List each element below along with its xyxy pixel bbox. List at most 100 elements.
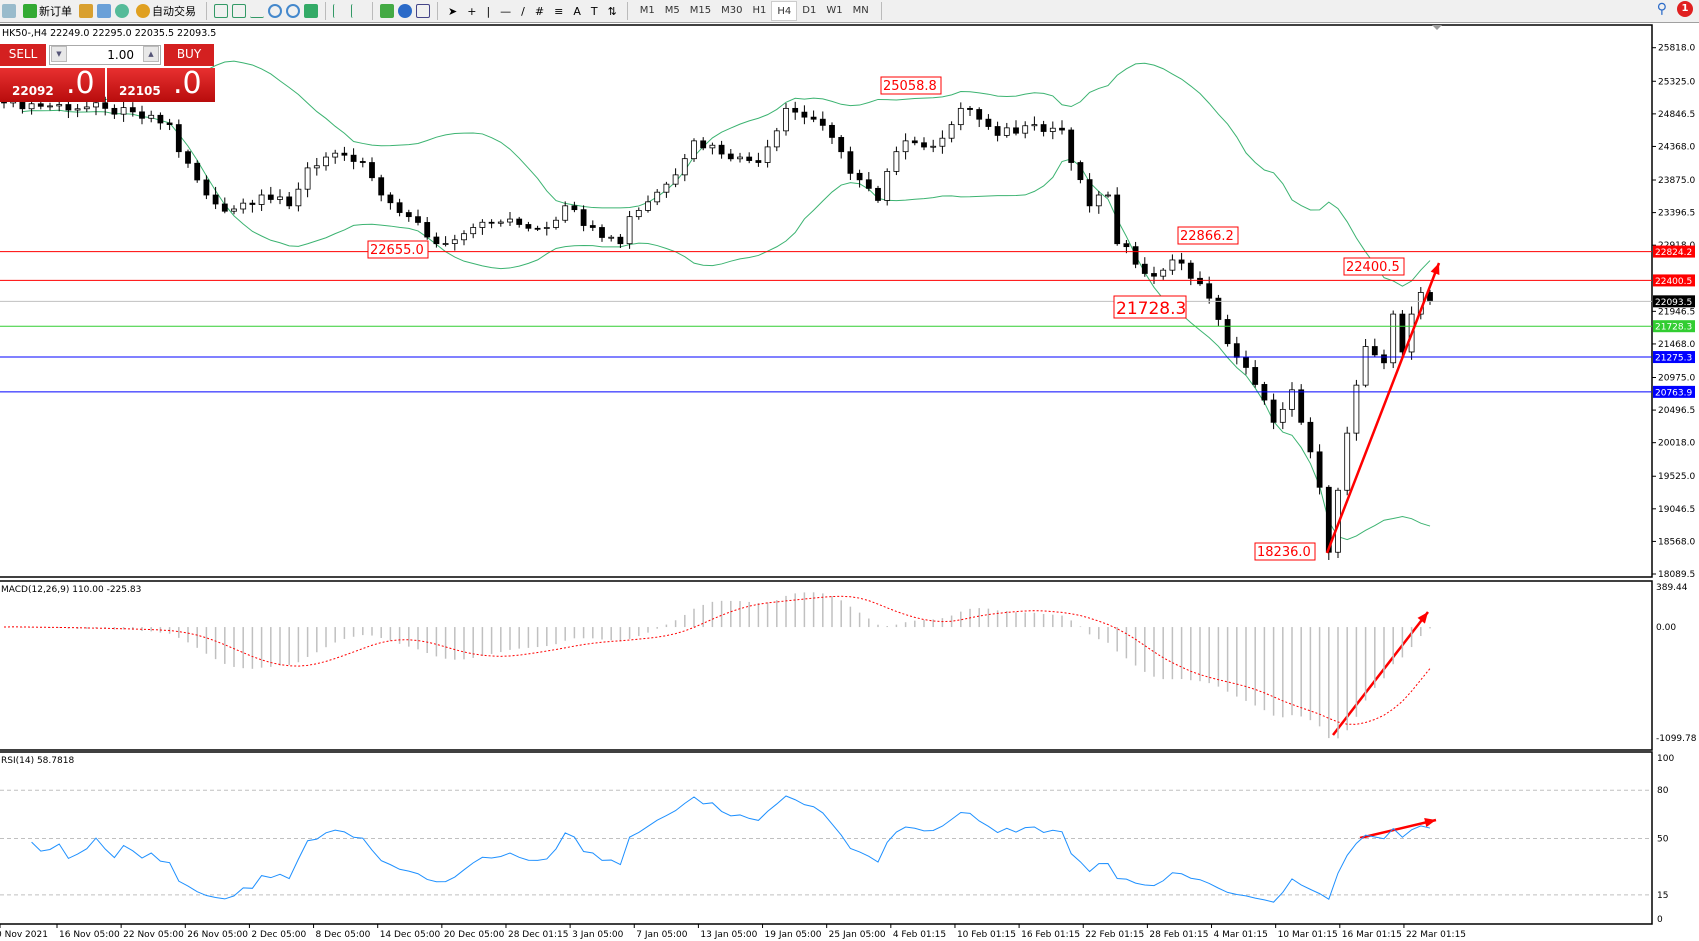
- timeframe-w1[interactable]: W1: [826, 5, 843, 16]
- auto-scroll-icon[interactable]: [333, 4, 347, 18]
- arrows-icon[interactable]: ⇅: [607, 4, 617, 18]
- bollinger-upper-band: [22, 60, 1431, 287]
- timeframe-h4[interactable]: H4: [771, 1, 798, 21]
- price-tick-label: 25818.0: [1658, 44, 1695, 54]
- candle: [709, 142, 716, 155]
- new-order-button[interactable]: 新订单: [20, 1, 75, 21]
- bar-chart-icon[interactable]: [214, 4, 228, 18]
- candlestick-icon[interactable]: [232, 4, 246, 18]
- chart-shift-icon[interactable]: [351, 4, 365, 18]
- notification-badge[interactable]: 1: [1677, 1, 1693, 17]
- candle: [1031, 116, 1038, 131]
- templates-icon[interactable]: [416, 4, 430, 18]
- navigator-icon[interactable]: [79, 4, 93, 18]
- candle: [341, 146, 348, 161]
- candle-body: [1068, 129, 1075, 163]
- terminal-icon[interactable]: [97, 4, 111, 18]
- time-tick-label: 14 Dec 05:00: [380, 930, 441, 940]
- timeframe-m15[interactable]: M15: [689, 5, 712, 16]
- candle-body: [74, 108, 81, 111]
- time-tick-label: 26 Nov 05:00: [187, 930, 248, 940]
- time-tick-label: 16 Mar 01:15: [1342, 930, 1402, 940]
- candle: [746, 152, 753, 164]
- candle-body: [1197, 277, 1203, 285]
- candle-body: [221, 203, 228, 212]
- candle: [1086, 173, 1093, 213]
- candle: [829, 122, 835, 144]
- candle: [120, 100, 127, 122]
- candle: [221, 197, 228, 214]
- rsi-tick-label: 0: [1657, 915, 1663, 925]
- candle-body: [1141, 263, 1148, 274]
- fibonacci-icon[interactable]: ≡: [554, 4, 564, 18]
- candle: [369, 157, 375, 182]
- candle-body: [1316, 451, 1323, 488]
- candle-body: [700, 140, 707, 149]
- timeframe-m1[interactable]: M1: [639, 5, 655, 16]
- candle: [470, 223, 477, 239]
- tile-windows-icon[interactable]: [304, 4, 318, 18]
- lot-size-input[interactable]: 1.00: [49, 45, 161, 65]
- candle-body: [810, 116, 817, 120]
- search-icon[interactable]: [2, 4, 16, 18]
- time-tick-label: 10 Feb 01:15: [957, 930, 1016, 940]
- text-icon[interactable]: A: [573, 4, 581, 18]
- lot-decrease-button[interactable]: ▼: [51, 46, 67, 62]
- timeframe-h1[interactable]: H1: [752, 5, 767, 16]
- candle: [1215, 294, 1222, 327]
- candle-body: [801, 111, 808, 118]
- candle-body: [424, 222, 431, 238]
- buy-price[interactable]: 22105 .0: [107, 66, 215, 102]
- price-annotation-box: [1177, 226, 1239, 245]
- candle: [277, 189, 283, 205]
- zoom-out-icon[interactable]: [286, 4, 300, 18]
- sell-price[interactable]: 22092 .0: [0, 66, 105, 102]
- candle-body: [1178, 259, 1185, 264]
- candle: [396, 198, 403, 217]
- lot-increase-button[interactable]: ▲: [143, 46, 159, 62]
- signals-icon[interactable]: [115, 4, 129, 18]
- candle: [1233, 336, 1240, 365]
- cursor-icon[interactable]: ➤: [448, 4, 458, 18]
- trendline-icon[interactable]: /: [521, 4, 525, 18]
- candle: [1362, 339, 1369, 388]
- zoom-in-icon[interactable]: [268, 4, 282, 18]
- candle: [727, 149, 734, 162]
- candle: [479, 219, 486, 235]
- periods-clock-icon[interactable]: [398, 4, 412, 18]
- horizontal-line-icon[interactable]: —: [500, 4, 512, 18]
- sell-price-frac: .0: [66, 66, 95, 101]
- timeframe-m5[interactable]: M5: [664, 5, 680, 16]
- candle-body: [240, 202, 247, 210]
- auto-trade-label: 自动交易: [152, 5, 196, 18]
- time-tick-label: 13 Jan 05:00: [700, 930, 757, 940]
- search-icon[interactable]: ⚲: [1656, 1, 1667, 17]
- auto-trade-button[interactable]: 自动交易: [133, 1, 199, 21]
- arrow-shaft: [1325, 262, 1441, 554]
- candle-body: [516, 218, 523, 225]
- candle: [129, 102, 136, 117]
- candle-body: [571, 205, 578, 211]
- sell-button[interactable]: SELL: [0, 44, 46, 66]
- price-tag: 20763.9: [1655, 388, 1692, 398]
- vertical-line-icon[interactable]: |: [486, 4, 491, 18]
- candle: [139, 105, 145, 125]
- time-tick-label: 19 Jan 05:00: [765, 930, 822, 940]
- candle: [1261, 381, 1268, 405]
- price-tick-label: 25325.0: [1658, 77, 1695, 87]
- timeframe-mn[interactable]: MN: [852, 5, 869, 16]
- chart-area[interactable]: 25818.0 25325.0 24846.5 24368.0 23875.0 23396…: [0, 23, 1699, 941]
- buy-button[interactable]: BUY: [164, 44, 214, 66]
- line-chart-icon[interactable]: [250, 4, 264, 18]
- candle: [1344, 426, 1351, 496]
- indicators-icon[interactable]: [380, 4, 394, 18]
- crosshair-icon[interactable]: +: [467, 4, 477, 18]
- candle-body: [65, 104, 72, 111]
- timeframe-m30[interactable]: M30: [721, 5, 743, 16]
- text-label-icon[interactable]: T: [590, 4, 598, 18]
- candle-body: [396, 202, 403, 213]
- candle: [451, 234, 458, 251]
- equidistant-channel-icon[interactable]: #: [534, 4, 545, 18]
- price-tick-label: 18568.0: [1658, 537, 1695, 547]
- timeframe-d1[interactable]: D1: [802, 5, 817, 16]
